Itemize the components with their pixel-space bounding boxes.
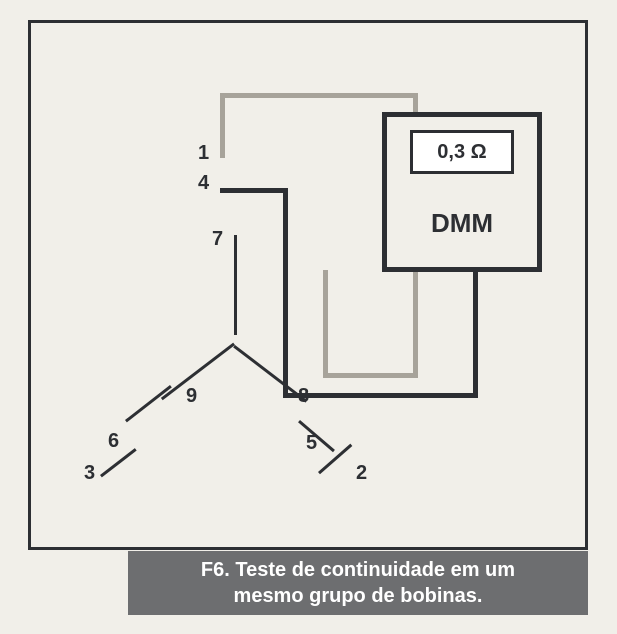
probe-wire-gray — [323, 270, 328, 378]
terminal-label: 2 — [356, 462, 367, 485]
probe-wire-black — [220, 188, 288, 193]
terminal-label: 3 — [84, 462, 95, 485]
figure-caption: F6. Teste de continuidade em um mesmo gr… — [128, 551, 588, 615]
terminal-label: 7 — [212, 228, 223, 251]
dmm-screen: 0,3 Ω — [410, 130, 514, 174]
probe-wire-black — [283, 393, 478, 398]
probe-wire-black — [473, 270, 478, 398]
terminal-label: 5 — [306, 432, 317, 455]
terminal-label: 9 — [186, 385, 197, 408]
terminal-label: 1 — [198, 142, 209, 165]
terminal-label: 4 — [198, 172, 209, 195]
terminal-label: 8 — [298, 385, 309, 408]
caption-line-1: F6. Teste de continuidade em um — [201, 557, 515, 583]
figure-frame — [28, 20, 588, 550]
diagram-canvas: 0,3 Ω DMM 1 4 7 9 8 6 5 3 2 F6. Teste de… — [0, 0, 617, 634]
dmm-label: DMM — [382, 208, 542, 239]
caption-line-2: mesmo grupo de bobinas. — [234, 583, 483, 609]
dmm-reading: 0,3 Ω — [437, 141, 486, 164]
terminal-label: 6 — [108, 430, 119, 453]
terminal-lead-7 — [234, 235, 237, 335]
probe-wire-gray — [220, 93, 225, 158]
probe-wire-black — [283, 188, 288, 398]
probe-wire-gray — [220, 93, 418, 98]
probe-wire-gray — [323, 373, 418, 378]
